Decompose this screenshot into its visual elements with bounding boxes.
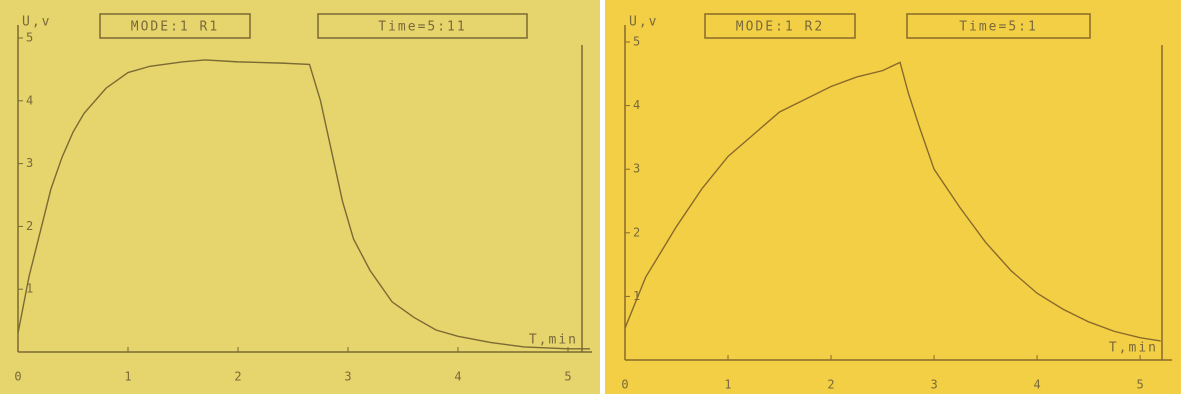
x-tick-label: 4 (454, 370, 461, 384)
x-axis-label: T,min (1109, 341, 1158, 356)
page: MODE:1 R1 Time=5:11 U,v T,min 1 2 3 4 5 0 1 2 3 4 5 MOD… (0, 0, 1181, 394)
screen-background (0, 0, 600, 394)
x-tick-label: 5 (564, 370, 571, 384)
x-tick-label: 4 (1033, 378, 1040, 392)
x-tick-label: 1 (724, 378, 731, 392)
y-tick-label: 3 (26, 156, 33, 170)
y-tick-label: 2 (633, 225, 640, 239)
mode-label: MODE:1 R1 (131, 20, 219, 35)
time-label: Time=5:1 (959, 20, 1038, 35)
mode-label: MODE:1 R2 (736, 20, 824, 35)
x-tick-label: 5 (1136, 378, 1143, 392)
y-tick-label: 5 (26, 31, 33, 45)
x-axis-label: T,min (529, 333, 578, 348)
y-tick-label: 2 (26, 219, 33, 233)
y-tick-label: 5 (633, 35, 640, 49)
y-tick-label: 4 (633, 98, 640, 112)
y-axis-label: U,v (22, 15, 51, 30)
x-tick-label: 2 (827, 378, 834, 392)
x-tick-label: 3 (344, 370, 351, 384)
y-tick-label: 4 (26, 93, 33, 107)
screen-background (605, 0, 1181, 394)
y-axis-label: U,v (629, 15, 658, 30)
x-tick-label: 0 (14, 370, 21, 384)
x-tick-label: 1 (124, 370, 131, 384)
y-tick-label: 3 (633, 162, 640, 176)
x-tick-label: 0 (621, 378, 628, 392)
x-tick-label: 3 (930, 378, 937, 392)
screenshot: MODE:1 R1 Time=5:11 U,v T,min 1 2 3 4 5 0 1 2 3 4 5 MOD… (0, 0, 1181, 394)
time-label: Time=5:11 (378, 20, 466, 35)
x-tick-label: 2 (234, 370, 241, 384)
